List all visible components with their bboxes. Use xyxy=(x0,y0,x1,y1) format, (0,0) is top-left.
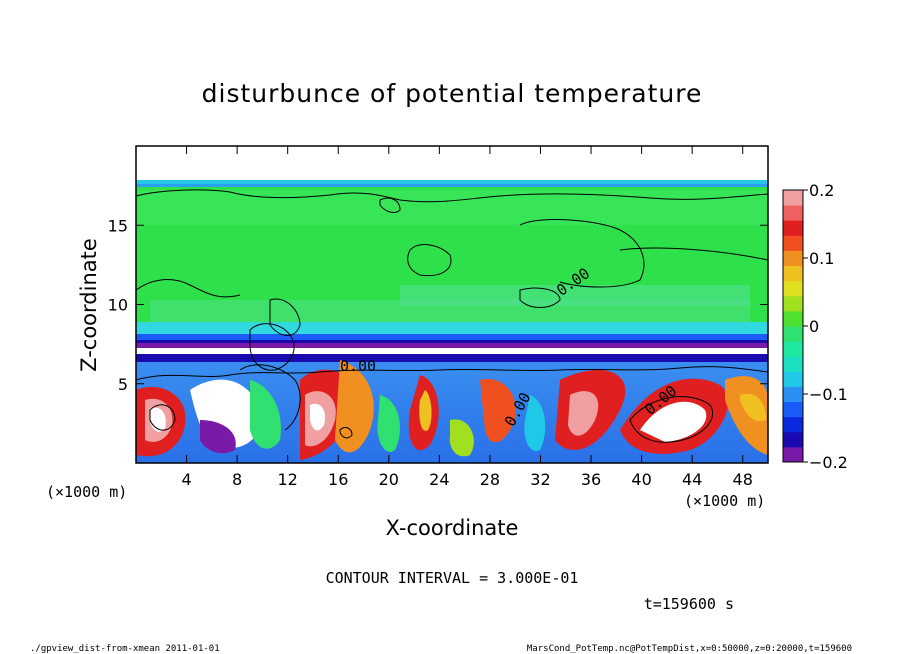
footer-right: MarsCond_PotTemp.nc@PotTempDist,x=0:5000… xyxy=(527,644,852,654)
colorbar-tick-label: 0.2 xyxy=(809,181,834,200)
colorbar-swatch xyxy=(783,235,803,251)
y-tick-label: 5 xyxy=(118,375,128,394)
time-label: t=159600 s xyxy=(644,595,734,613)
colorbar-swatch xyxy=(783,280,803,297)
y-axis-label: Z-coordinate xyxy=(77,238,101,372)
x-axis: 4 8 12 16 20 24 28 32 36 40 44 48 xyxy=(181,146,753,489)
colorbar-swatch xyxy=(783,431,803,448)
colorbar-swatch xyxy=(783,401,803,418)
x-unit-label: (×1000 m) xyxy=(684,492,765,510)
colorbar xyxy=(783,190,803,463)
z-unit-label: (×1000 m) xyxy=(46,483,127,501)
x-tick-label: 8 xyxy=(232,470,242,489)
x-tick-label: 20 xyxy=(379,470,399,489)
colorbar-swatch xyxy=(783,220,803,236)
colorbar-swatch xyxy=(783,356,803,372)
y-tick-label: 10 xyxy=(108,296,128,315)
contour-lines xyxy=(135,189,769,443)
colorbar-swatch xyxy=(783,416,803,433)
colorbar-swatch xyxy=(783,295,803,312)
colorbar-swatch xyxy=(783,371,803,387)
x-tick-label: 40 xyxy=(631,470,651,489)
x-tick-label: 44 xyxy=(682,470,702,489)
x-tick-label: 36 xyxy=(581,470,601,489)
contour-interval-label: CONTOUR INTERVAL = 3.000E-01 xyxy=(326,569,579,587)
contour-label: 0.00 xyxy=(340,357,376,375)
colorbar-swatch xyxy=(783,190,803,206)
y-axis: 5 10 15 xyxy=(108,216,768,394)
colorbar-tick-label: 0 xyxy=(809,317,819,336)
colorbar-tick-label: −0.1 xyxy=(809,385,848,404)
colorbar-swatch xyxy=(783,265,803,282)
y-tick-label: 15 xyxy=(108,216,128,235)
x-tick-label: 28 xyxy=(480,470,500,489)
colorbar-swatch xyxy=(783,386,803,403)
colorbar-tick-label: −0.2 xyxy=(809,453,848,472)
x-axis-label: X-coordinate xyxy=(386,516,519,540)
colorbar-swatch xyxy=(783,250,803,267)
colorbar-tick-label: 0.1 xyxy=(809,249,834,268)
colorbar-swatch xyxy=(783,341,803,357)
x-tick-label: 32 xyxy=(530,470,550,489)
colorbar-swatch xyxy=(783,205,803,221)
colorbar-swatch xyxy=(783,326,803,342)
x-tick-label: 4 xyxy=(181,470,191,489)
plot-area xyxy=(136,146,768,463)
x-tick-label: 48 xyxy=(733,470,753,489)
x-tick-label: 24 xyxy=(429,470,449,489)
colorbar-ticks: 0.2 0.1 0 −0.1 −0.2 xyxy=(803,181,848,472)
colorbar-swatch xyxy=(783,446,803,463)
x-tick-label: 16 xyxy=(328,470,348,489)
footer-left: ./gpview_dist-from-xmean 2011-01-01 xyxy=(30,644,220,654)
colorbar-swatch xyxy=(783,310,803,327)
chart-title: disturbunce of potential temperature xyxy=(202,79,703,108)
x-tick-label: 12 xyxy=(278,470,298,489)
